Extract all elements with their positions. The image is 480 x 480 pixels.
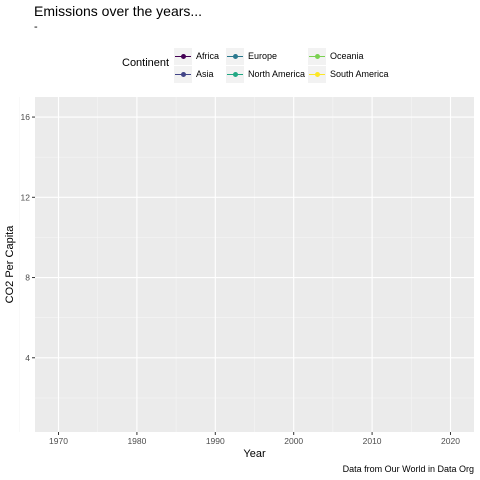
y-tick-label: 8 [25, 273, 30, 283]
legend-label: Europe [248, 51, 278, 61]
legend-key [174, 47, 192, 65]
x-tick-label: 2000 [284, 436, 303, 446]
legend-item-south-america: South America [308, 65, 389, 83]
legend-key [226, 47, 244, 65]
legend-label: South America [330, 69, 389, 79]
y-axis-title: CO2 Per Capita [4, 225, 16, 304]
legend-label: Oceania [330, 51, 364, 61]
y-tick-label: 12 [21, 192, 31, 202]
legend-label: North America [248, 69, 306, 79]
x-tick-label: 2020 [441, 436, 460, 446]
legend-key [174, 65, 192, 83]
legend-label: Asia [196, 69, 214, 79]
legend-label: Africa [196, 51, 220, 61]
legend-item-africa: Africa [174, 47, 219, 65]
legend-item-asia: Asia [174, 65, 214, 83]
y-tick-label: 16 [21, 112, 31, 122]
x-tick-label: 1990 [206, 436, 225, 446]
chart-title: Emissions over the years... [34, 3, 203, 19]
legend-key [226, 65, 244, 83]
y-tick-label: 4 [25, 353, 30, 363]
chart-caption: Data from Our World in Data Org [342, 464, 474, 474]
x-tick-label: 2010 [363, 436, 382, 446]
legend-item-europe: Europe [226, 47, 277, 65]
x-axis-title: Year [243, 448, 266, 460]
x-tick-label: 1980 [127, 436, 146, 446]
legend-key [308, 65, 326, 83]
legend-item-oceania: Oceania [308, 47, 364, 65]
chart-subtitle: - [34, 21, 38, 33]
legend-key [308, 47, 326, 65]
x-tick-label: 1970 [49, 436, 68, 446]
legend-title: Continent [122, 57, 170, 69]
legend-item-north-america: North America [226, 65, 305, 83]
